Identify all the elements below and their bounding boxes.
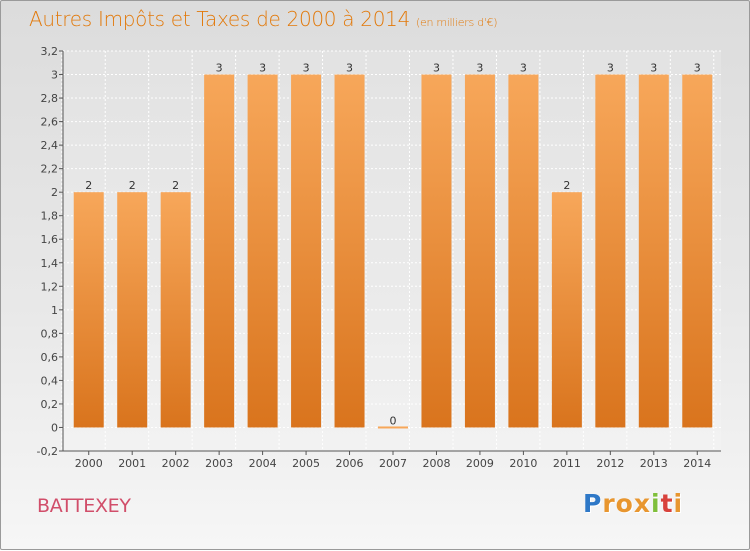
x-tick-label: 2014 <box>683 457 711 470</box>
x-tick-label: 2006 <box>336 457 364 470</box>
y-tick-label: -0,2 <box>37 445 58 458</box>
bar-2007[interactable] <box>378 426 408 429</box>
bar-2011[interactable] <box>551 192 582 428</box>
data-label-2000: 2 <box>85 179 92 192</box>
y-tick-label: 2,8 <box>41 92 59 105</box>
bar-2005[interactable] <box>291 74 322 428</box>
x-tick-label: 2013 <box>640 457 668 470</box>
y-tick-label: 3,2 <box>41 45 59 58</box>
x-tick-label: 2007 <box>379 457 407 470</box>
logo-letter: t <box>660 489 674 518</box>
y-tick-label: 0,2 <box>41 398 59 411</box>
logo-letter: i <box>651 489 661 518</box>
y-tick-label: 1,4 <box>41 257 59 270</box>
bars <box>73 74 713 429</box>
data-labels: 2 2 2 3 3 3 3 0 3 3 3 2 3 3 3 <box>85 62 701 428</box>
bar-2012[interactable] <box>595 74 626 428</box>
y-tick-label: 1,6 <box>41 233 59 246</box>
bar-2003[interactable] <box>204 74 235 428</box>
data-label-2013: 3 <box>650 62 657 75</box>
y-tick-label: 2 <box>51 186 58 199</box>
bar-2013[interactable] <box>638 74 669 428</box>
bar-2004[interactable] <box>247 74 278 428</box>
y-tick-label: 1,2 <box>41 280 59 293</box>
data-label-2008: 3 <box>433 62 440 75</box>
bar-2009[interactable] <box>464 74 495 428</box>
x-tick-label: 2005 <box>292 457 320 470</box>
x-tick-label: 2009 <box>466 457 494 470</box>
chart-title: Autres Impôts et Taxes de 2000 à 2014 (en… <box>29 7 497 31</box>
x-tick-label: 2002 <box>162 457 190 470</box>
data-label-2010: 3 <box>520 62 527 75</box>
location-name: BATTEXEY <box>37 495 131 517</box>
title-unit: (en milliers d'€) <box>416 16 498 29</box>
y-tick-label: 0,4 <box>41 374 59 387</box>
y-tick-label: 0,8 <box>41 327 59 340</box>
data-label-2009: 3 <box>476 62 483 75</box>
y-tick-label: 2,2 <box>41 163 59 176</box>
bar-2014[interactable] <box>682 74 713 428</box>
logo-letter: x <box>633 489 651 518</box>
data-label-2006: 3 <box>346 62 353 75</box>
bar-2008[interactable] <box>421 74 452 428</box>
bar-2000[interactable] <box>73 192 104 428</box>
bar-2001[interactable] <box>117 192 148 428</box>
logo-letter: i <box>673 489 684 518</box>
logo-letter: P <box>583 489 603 518</box>
data-label-2001: 2 <box>129 179 136 192</box>
y-tick-label: 0 <box>51 421 58 434</box>
y-tick-label: 2,4 <box>41 139 59 152</box>
axes: -0,2 0 0,2 0,4 0,6 0,8 1 1,2 1,4 1,6 1,8 2 2,2 2,4 2,6… <box>37 45 721 470</box>
logo-letter: r <box>602 489 616 518</box>
data-label-2002: 2 <box>172 179 179 192</box>
y-tick-label: 1 <box>51 304 58 317</box>
bar-2002[interactable] <box>160 192 191 428</box>
data-label-2012: 3 <box>607 62 614 75</box>
data-label-2003: 3 <box>216 62 223 75</box>
x-tick-label: 2001 <box>118 457 146 470</box>
data-label-2007: 0 <box>390 414 397 427</box>
logo-letter: o <box>615 489 634 518</box>
proxiti-logo[interactable]: Proxiti <box>583 489 683 518</box>
title-text: Autres Impôts et Taxes de 2000 à 2014 <box>29 7 410 31</box>
data-label-2014: 3 <box>694 62 701 75</box>
x-tick-label: 2010 <box>509 457 537 470</box>
x-tick-label: 2000 <box>75 457 103 470</box>
x-tick-label: 2003 <box>205 457 233 470</box>
x-tick-label: 2004 <box>249 457 277 470</box>
data-label-2004: 3 <box>259 62 266 75</box>
y-tick-label: 2,6 <box>41 116 59 129</box>
x-tick-label: 2011 <box>553 457 581 470</box>
x-tick-label: 2012 <box>596 457 624 470</box>
data-label-2005: 3 <box>303 62 310 75</box>
bar-2010[interactable] <box>508 74 539 428</box>
y-tick-label: 0,6 <box>41 351 59 364</box>
data-label-2011: 2 <box>563 179 570 192</box>
bar-2006[interactable] <box>334 74 365 428</box>
y-tick-label: 1,8 <box>41 210 59 223</box>
x-tick-label: 2008 <box>422 457 450 470</box>
y-tick-label: 3 <box>51 69 58 82</box>
